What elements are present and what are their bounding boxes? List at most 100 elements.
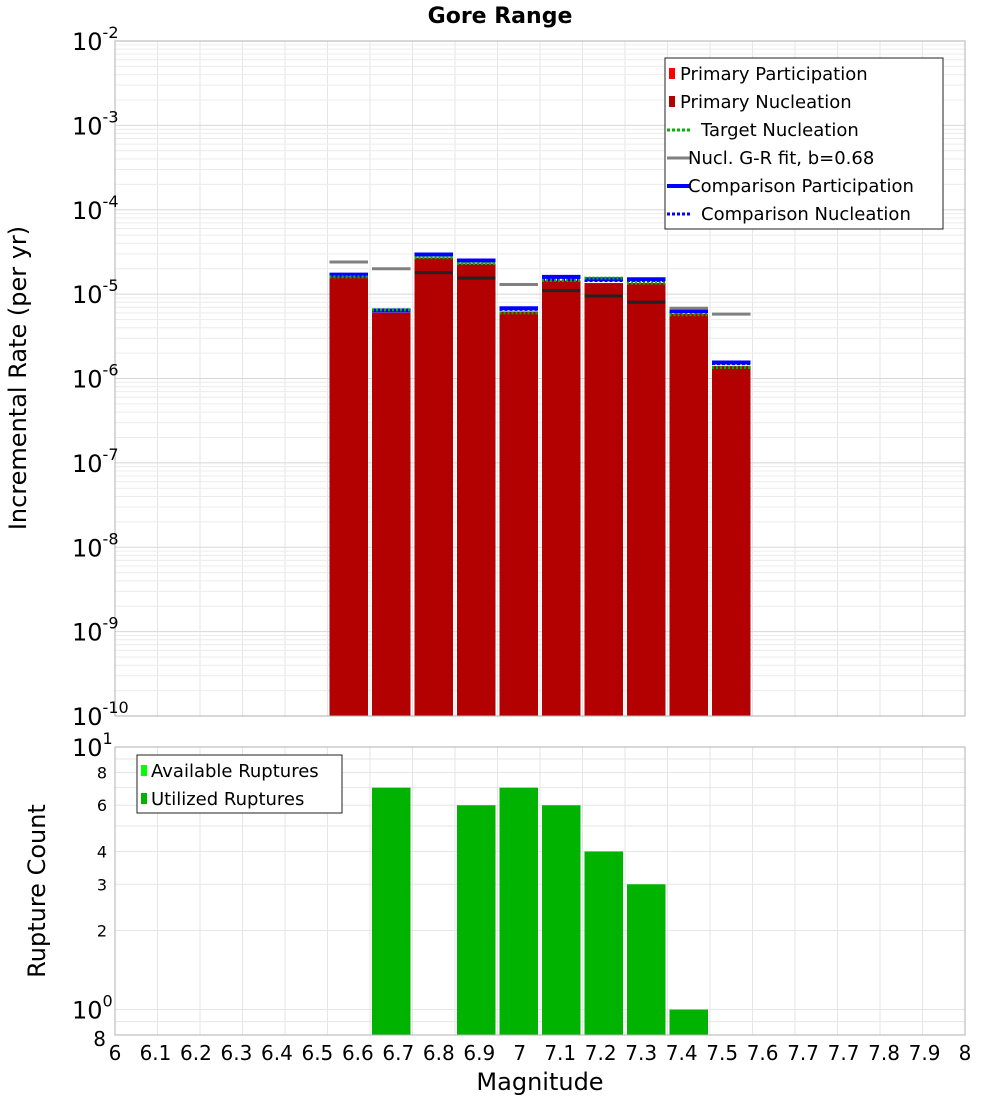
x-tick-label: 6 [109,1041,122,1065]
x-axis-ticks: 6 6.1 6.2 6.3 6.4 6.5 6.6 6.7 6.8 6.9 7 7.1 7.2 7.3 7.… [109,1041,972,1065]
legend-swatch [141,765,147,776]
legend-label: Primary Participation [680,64,868,85]
y-tick-base: 10 [72,534,103,562]
y-tick-label: 10-10 [72,698,129,731]
nucleation-bar [457,263,496,716]
legend-label: Comparison Participation [688,176,914,197]
y-tick-label: 8 [93,1027,106,1051]
x-axis-label: Magnitude [476,1068,603,1096]
x-tick-label: 8 [959,1041,972,1065]
x-tick-label: 6.8 [423,1041,455,1065]
bottom-legend-box [136,754,343,814]
top-legend-box [664,57,944,230]
legend-label: Primary Nucleation [680,92,852,113]
y-tick-label: 10-7 [72,445,119,478]
y-tick-label: 8 [97,763,107,782]
legend-swatch [669,68,675,79]
y-tick-label: 10-3 [72,107,119,140]
nucleation-bar [627,283,666,716]
x-tick-label: 7.5 [706,1041,738,1065]
bottom-plot-frame [114,746,966,1036]
y-tick-exponent: -2 [103,23,119,42]
y-tick-exponent: 1 [103,729,113,748]
top-plot-frame [114,40,966,717]
nucleation-bar [372,312,411,716]
y-tick-exponent: 0 [103,992,113,1011]
rupture-count-bar [499,787,538,1035]
rupture-count-bar [372,787,411,1035]
legend-label: Available Ruptures [151,761,319,782]
y-tick-label: 10-4 [72,192,119,225]
legend-label: Comparison Nucleation [701,204,911,225]
y-tick-label: 100 [72,992,113,1025]
y-tick-base: 10 [72,28,103,56]
y-tick-exponent: -7 [103,445,119,464]
rupture-count-bar [627,884,666,1035]
y-tick-base: 10 [72,619,103,647]
x-tick-label: 6.3 [221,1041,253,1065]
y-tick-label: 10-2 [72,23,119,56]
y-tick-base: 10 [72,997,103,1025]
bottom-plot-legend: Available Ruptures Utilized Ruptures [136,754,343,814]
bottom-y-axis-label: Rupture Count [23,804,51,978]
x-tick-label: 6.9 [463,1041,495,1065]
x-tick-label: 7.9 [909,1041,941,1065]
top-plot-bars [329,257,751,716]
y-tick-base: 10 [72,366,103,394]
y-tick-exponent: -8 [103,529,119,548]
y-tick-base: 10 [72,197,103,225]
rupture-count-bar [584,851,623,1035]
x-tick-label: 7.7 [828,1041,860,1065]
y-tick-base: 10 [72,281,103,309]
y-tick-label: 10-5 [72,276,119,309]
top-plot-markers [329,252,751,370]
x-tick-label: 7.7 [787,1041,819,1065]
y-tick-exponent: -10 [103,698,129,717]
nucleation-bar [414,257,453,716]
x-tick-label: 7.3 [625,1041,657,1065]
y-tick-label: 2 [97,922,107,941]
y-tick-exponent: -9 [103,614,119,633]
x-tick-label: 7 [513,1041,526,1065]
y-tick-base: 10 [72,112,103,140]
legend-swatch [141,793,147,804]
x-tick-label: 7.2 [585,1041,617,1065]
x-tick-label: 6.1 [140,1041,172,1065]
nucleation-bar [712,366,751,716]
y-tick-label: 10-6 [72,361,119,394]
x-tick-label: 6.2 [180,1041,212,1065]
x-tick-label: 7.6 [747,1041,779,1065]
nucleation-bar [669,314,708,716]
rupture-count-bar [542,805,581,1035]
y-tick-exponent: -6 [103,361,119,380]
x-tick-label: 6.7 [382,1041,414,1065]
nucleation-bar [542,280,581,716]
top-plot-y-ticks: 10-210-310-410-510-610-710-810-910-10 [72,23,129,731]
y-tick-label: 6 [97,796,107,815]
nucleation-bar [329,276,368,716]
y-tick-exponent: -3 [103,107,119,126]
y-tick-label: 10-8 [72,529,119,562]
y-tick-base: 10 [72,703,103,731]
rupture-count-bar [457,805,496,1035]
y-tick-label: 4 [97,842,107,861]
y-tick-label: 10-9 [72,614,119,647]
legend-label: Utilized Ruptures [151,789,304,810]
rupture-count-bar [669,1009,708,1035]
nucleation-bar [584,283,623,716]
y-tick-label: 3 [97,875,107,894]
y-tick-label: 101 [72,729,113,762]
x-tick-label: 6.6 [342,1041,374,1065]
x-tick-label: 7.1 [544,1041,576,1065]
x-tick-label: 6.5 [301,1041,333,1065]
y-tick-base: 10 [72,734,103,762]
top-plot-legend: Primary Participation Primary Nucleation T… [664,57,944,230]
x-tick-label: 7.4 [666,1041,698,1065]
legend-label: Target Nucleation [700,120,859,141]
legend-swatch [669,96,675,107]
y-tick-exponent: -4 [103,192,119,211]
bottom-plot-bars [372,787,708,1035]
